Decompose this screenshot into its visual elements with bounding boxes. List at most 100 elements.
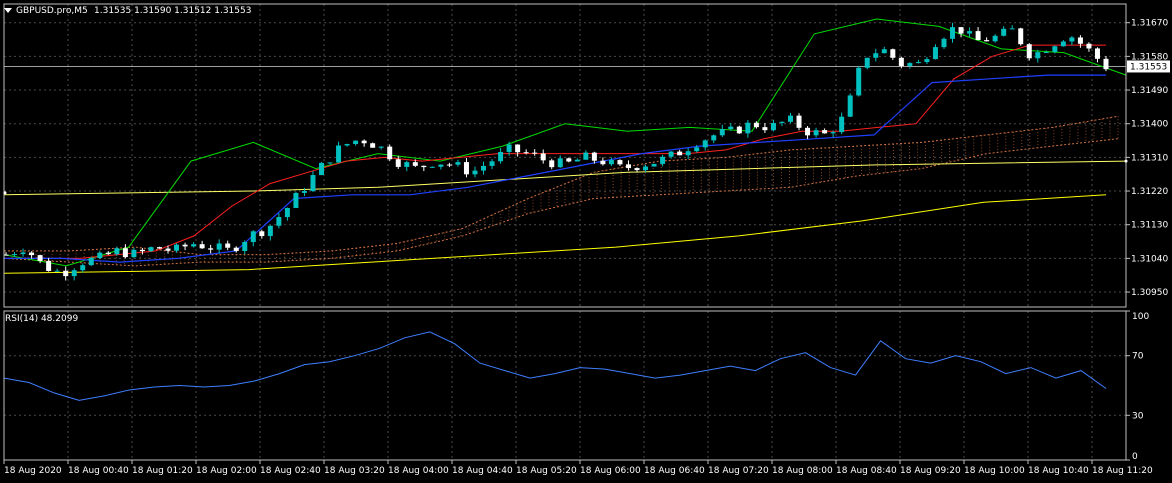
rsi-tick-label: 100: [1132, 312, 1149, 322]
y-tick-label: 1.31220: [1131, 187, 1168, 197]
candle-body: [20, 252, 26, 255]
candle-body: [924, 59, 930, 63]
x-tick-label: 18 Aug 09:20: [900, 466, 961, 476]
candle-body: [566, 158, 572, 162]
candle-body: [745, 122, 751, 134]
rsi-tick-label: 0: [1132, 452, 1138, 462]
x-tick-label: 18 Aug 06:00: [580, 466, 641, 476]
candle-body: [711, 135, 717, 141]
candle-body: [498, 151, 504, 162]
candle-body: [890, 49, 896, 58]
candle-body: [643, 166, 649, 171]
rsi-line: [3, 331, 1107, 401]
kijun-line: [4, 44, 1106, 259]
candle-body: [463, 162, 469, 175]
candle-body: [3, 254, 9, 256]
candle-body: [591, 152, 597, 161]
candle-body: [1086, 43, 1092, 49]
candle-body: [702, 140, 708, 148]
y-tick-label: 1.31310: [1131, 153, 1168, 163]
candle-body: [259, 231, 265, 237]
candle-body: [728, 126, 734, 130]
indicator-lines: [3, 18, 1127, 274]
candle-body: [378, 146, 384, 148]
candle-body: [967, 31, 973, 34]
candle-body: [864, 57, 870, 68]
candle-body: [105, 252, 111, 255]
candle-body: [685, 151, 691, 156]
candle-body: [182, 244, 188, 247]
candle-body: [472, 170, 478, 175]
candle-body: [1018, 28, 1024, 45]
candle-body: [233, 247, 239, 252]
candle-body: [344, 144, 350, 146]
candle-body: [779, 121, 785, 123]
candle-body: [174, 244, 180, 251]
price-candles: [3, 22, 1109, 281]
candle-body: [191, 244, 197, 247]
candle-body: [549, 160, 555, 168]
x-tick-label: 18 Aug 2020: [4, 466, 62, 476]
candle-body: [1094, 48, 1100, 59]
x-tick-label: 18 Aug 04:00: [388, 466, 449, 476]
tenkan-line: [4, 74, 1106, 263]
candle-body: [881, 49, 887, 54]
candle-body: [421, 165, 427, 168]
candle-body: [370, 143, 376, 148]
candle-body: [950, 27, 956, 39]
candle-body: [523, 152, 529, 154]
candle-body: [80, 265, 86, 271]
symbol-dropdown-icon[interactable]: [4, 8, 12, 13]
x-tick-label: 18 Aug 04:40: [452, 466, 513, 476]
candle-body: [719, 129, 725, 136]
candle-body: [958, 27, 964, 34]
current-price-label: 1.31553: [1130, 62, 1167, 72]
candle-body: [796, 115, 802, 128]
candle-body: [361, 140, 367, 144]
level-marker: [1124, 159, 1128, 163]
candle-body: [29, 252, 35, 256]
candle-body: [293, 192, 299, 208]
candle-body: [276, 217, 282, 226]
candle-body: [97, 252, 103, 259]
y-tick-label: 1.31040: [1131, 254, 1168, 264]
x-tick-label: 18 Aug 08:00: [772, 466, 833, 476]
candle-body: [847, 95, 853, 117]
symbol-label: GBPUSD.pro,M5: [16, 6, 88, 16]
x-tick-label: 18 Aug 00:40: [68, 466, 129, 476]
candle-body: [429, 166, 435, 168]
cloud-span-a: [4, 115, 1119, 256]
candle-body: [540, 153, 546, 161]
candle-body: [1043, 52, 1049, 54]
candle-body: [1035, 52, 1041, 59]
candle-body: [557, 158, 563, 168]
chikou-line: [3, 18, 1127, 267]
candle-body: [1052, 46, 1058, 53]
candle-body: [822, 130, 828, 134]
x-tick-label: 18 Aug 11:20: [1092, 466, 1153, 476]
candle-body: [455, 162, 461, 165]
candle-body: [736, 126, 742, 134]
candle-body: [1026, 44, 1032, 59]
candle-body: [12, 254, 18, 256]
candle-body: [88, 258, 94, 266]
x-tick-label: 18 Aug 10:40: [1028, 466, 1089, 476]
candle-body: [216, 243, 222, 250]
level-marker: [3, 191, 7, 195]
candle-body: [992, 35, 998, 42]
candle-body: [242, 242, 248, 252]
candle-body: [71, 270, 77, 277]
candle-body: [1009, 28, 1015, 30]
candle-body: [830, 132, 836, 134]
candle-body: [787, 115, 793, 122]
candle-body: [54, 270, 60, 272]
candle-body: [37, 255, 43, 261]
candle-body: [412, 162, 418, 166]
candle-body: [250, 231, 256, 243]
candle-body: [583, 152, 589, 160]
price-grid: [4, 4, 1126, 460]
candle-body: [148, 247, 154, 252]
ma-fast-line: [3, 194, 1107, 274]
candle-body: [267, 225, 273, 237]
